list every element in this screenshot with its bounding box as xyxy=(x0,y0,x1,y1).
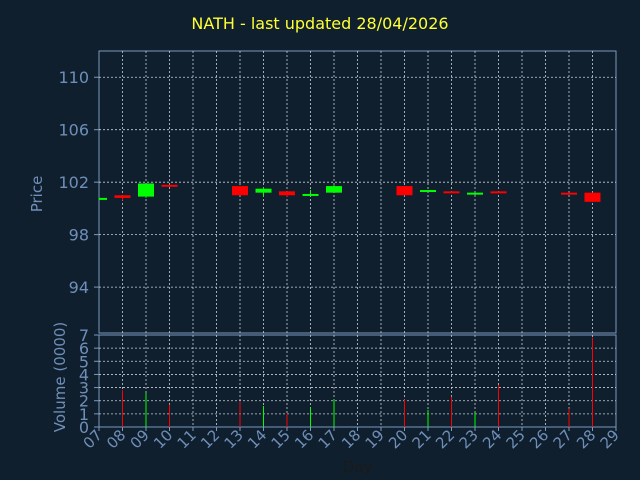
x-tick-label: 29 xyxy=(597,426,623,452)
x-tick-label: 22 xyxy=(432,426,458,452)
x-tick-label: 14 xyxy=(244,426,270,452)
price-tick-label: 110 xyxy=(58,68,89,87)
volume-axis-label: Volume (0000) xyxy=(51,322,69,432)
x-tick-label: 09 xyxy=(127,426,153,452)
x-tick-label: 25 xyxy=(503,426,529,452)
price-tick-label: 102 xyxy=(58,173,89,192)
x-axis-label: Day xyxy=(343,458,373,476)
x-tick-label: 27 xyxy=(550,426,576,452)
volume-tick-label: 3 xyxy=(79,379,89,398)
price-tick-label: 94 xyxy=(69,278,89,297)
price-tick-label: 98 xyxy=(69,226,89,245)
volume-tick-label: 6 xyxy=(79,339,89,358)
candle-body xyxy=(584,192,601,202)
candle-body xyxy=(138,183,154,197)
candle-body xyxy=(396,186,413,196)
candle-body xyxy=(232,186,248,196)
volume-tick-label: 5 xyxy=(79,352,89,371)
volume-tick-label: 1 xyxy=(79,405,89,424)
x-tick-label: 18 xyxy=(338,426,364,452)
candle-body xyxy=(420,190,436,193)
x-tick-label: 16 xyxy=(291,426,317,452)
x-tick-label: 11 xyxy=(174,426,200,452)
x-tick-label: 13 xyxy=(221,426,247,452)
x-tick-label: 23 xyxy=(456,426,482,452)
candle-body xyxy=(302,193,319,196)
price-axis-label: Price xyxy=(28,176,46,213)
chart-title: NATH - last updated 28/04/2026 xyxy=(191,14,449,33)
candle-body xyxy=(99,197,107,200)
x-tick-label: 12 xyxy=(197,426,223,452)
candle-body xyxy=(255,188,272,193)
x-tick-label: 15 xyxy=(268,426,294,452)
x-tick-label: 17 xyxy=(315,426,341,452)
x-tick-label: 28 xyxy=(573,426,599,452)
candle-body xyxy=(326,186,342,193)
x-tick-label: 19 xyxy=(362,426,388,452)
candle-body xyxy=(467,192,483,195)
candle-body xyxy=(114,195,131,198)
candle-body xyxy=(561,192,577,195)
volume-tick-label: 7 xyxy=(79,326,89,345)
volume-tick-label: 4 xyxy=(79,365,89,384)
price-tick-label: 106 xyxy=(58,121,89,140)
x-tick-label: 26 xyxy=(526,426,552,452)
candle-body xyxy=(161,184,178,187)
x-tick-label: 08 xyxy=(103,426,129,452)
volume-tick-label: 0 xyxy=(79,418,89,437)
x-tick-label: 10 xyxy=(150,426,176,452)
candle-body xyxy=(490,191,507,194)
x-tick-label: 20 xyxy=(385,426,411,452)
candle-body xyxy=(279,191,295,196)
x-tick-label: 24 xyxy=(479,426,505,452)
x-tick-label: 21 xyxy=(409,426,435,452)
candle-body xyxy=(443,191,460,194)
volume-tick-label: 2 xyxy=(79,392,89,411)
